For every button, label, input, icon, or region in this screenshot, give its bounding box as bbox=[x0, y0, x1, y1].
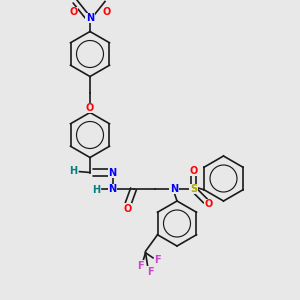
Text: O: O bbox=[69, 7, 78, 17]
Text: S: S bbox=[190, 184, 197, 194]
Text: O: O bbox=[86, 103, 94, 113]
Text: N: N bbox=[108, 167, 117, 178]
Text: H: H bbox=[92, 184, 100, 195]
Text: N: N bbox=[86, 13, 94, 23]
Text: H: H bbox=[69, 166, 78, 176]
Text: N: N bbox=[170, 184, 178, 194]
Text: O: O bbox=[189, 166, 198, 176]
Text: O: O bbox=[204, 199, 213, 209]
Text: F: F bbox=[154, 255, 161, 265]
Text: F: F bbox=[137, 261, 143, 271]
Text: F: F bbox=[147, 267, 153, 277]
Text: O: O bbox=[123, 203, 132, 214]
Text: O: O bbox=[102, 7, 111, 17]
Text: N: N bbox=[108, 184, 117, 194]
